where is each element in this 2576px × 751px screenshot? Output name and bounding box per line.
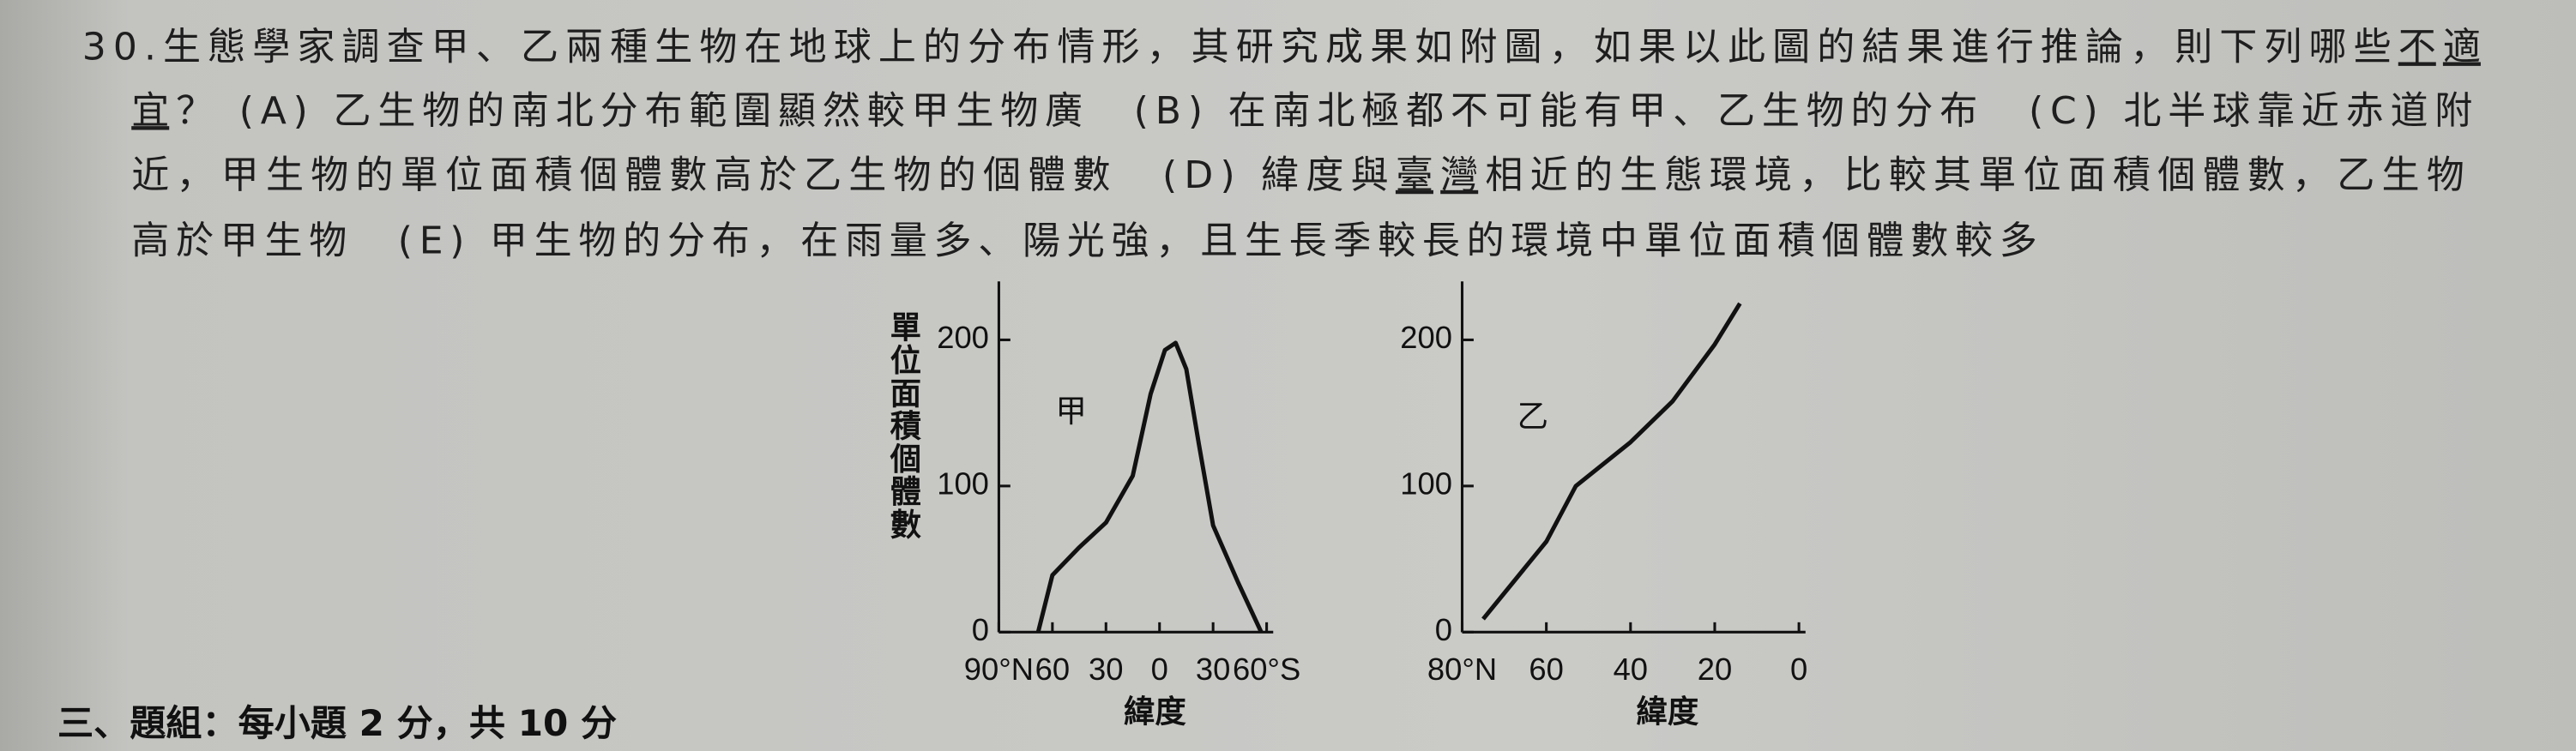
x-tick-label: 0 xyxy=(1151,652,1168,687)
x-tick-label: 30 xyxy=(1089,652,1123,687)
y-tick-label: 0 xyxy=(972,612,989,647)
x-tick-label: 0 xyxy=(1790,652,1807,687)
y-tick-label: 200 xyxy=(1400,320,1452,355)
y-tick-label: 100 xyxy=(1400,466,1452,502)
x-axis-label: 緯度 xyxy=(1124,694,1186,730)
text-run: 近，甲生物的單位面積個體數高於乙生物的個體數 (D) 緯度與 xyxy=(131,153,1388,197)
x-tick-label: 80°N xyxy=(1427,652,1497,687)
x-tick-label: 60 xyxy=(1035,652,1070,687)
question-line: 宜？ (A) 乙生物的南北分布範圍顯然較甲生物廣 (B) 在南北極都不可能有甲、… xyxy=(131,89,2472,133)
question-line: 高於甲生物 (E) 甲生物的分布，在雨量多、陽光強，且生長季較長的環境中單位面積… xyxy=(131,219,2037,262)
curve-label: 乙 xyxy=(1517,399,1548,434)
question-line: 30.生態學家調查甲、乙兩種生物在地球上的分布情形，其研究成果如附圖，如果以此圖… xyxy=(82,25,2481,69)
curve-label: 甲 xyxy=(1056,394,1087,429)
x-tick-label: 30 xyxy=(1196,652,1230,687)
y-tick-label: 200 xyxy=(937,320,989,355)
x-tick-label: 90°N xyxy=(964,652,1034,687)
y-tick-label: 0 xyxy=(1435,612,1452,647)
x-tick-label: 60 xyxy=(1529,652,1563,687)
x-tick-label: 40 xyxy=(1614,652,1648,687)
underlined-text: 宜 xyxy=(131,89,169,133)
question-line: 近，甲生物的單位面積個體數高於乙生物的個體數 (D) 緯度與 臺灣 相近的生態環境，… xyxy=(131,153,2464,197)
text-run: 高於甲生物 (E) 甲生物的分布，在雨量多、陽光強，且生長季較長的環境中單位面積… xyxy=(131,219,2037,262)
y-axis-label: 單位面積個體數 xyxy=(886,311,922,541)
text-run: 30.生態學家調查甲、乙兩種生物在地球上的分布情形，其研究成果如附圖，如果以此圖… xyxy=(82,25,2392,69)
text-run: ？ (A) 乙生物的南北分布範圍顯然較甲生物廣 (B) 在南北極都不可能有甲、乙… xyxy=(176,89,2472,133)
data-line xyxy=(1035,340,1264,634)
data-line xyxy=(1481,302,1742,621)
x-tick-label: 20 xyxy=(1698,652,1732,687)
x-axis-label: 緯度 xyxy=(1637,694,1699,730)
y-tick-label: 100 xyxy=(937,466,989,502)
x-tick-label: 60°S xyxy=(1233,652,1300,687)
section-heading: 三、題組：每小題 2 分，共 10 分 xyxy=(57,702,617,744)
